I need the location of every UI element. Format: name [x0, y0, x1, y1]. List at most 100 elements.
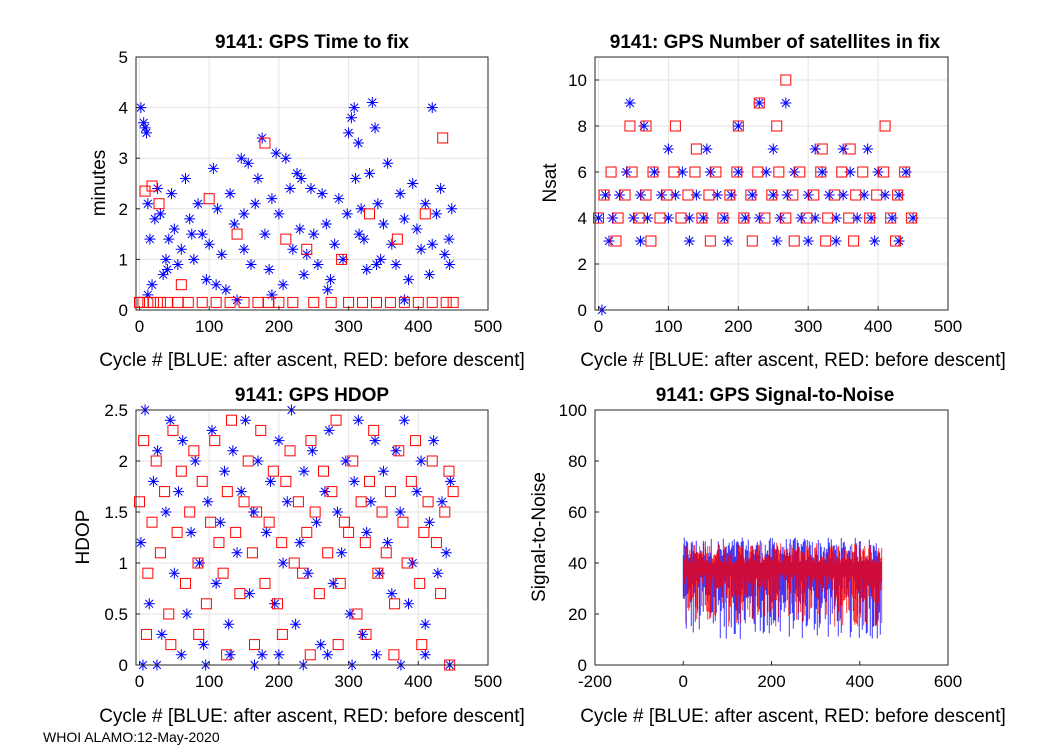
data-point-square [419, 208, 431, 220]
data-point-asterisk [290, 618, 302, 630]
data-point-square [696, 212, 708, 224]
data-point-square [276, 537, 288, 549]
y-axis-label: Nsat [540, 163, 561, 203]
x-tick-label: 400 [864, 317, 892, 336]
data-point-asterisk [907, 212, 919, 224]
data-point-square [305, 435, 317, 447]
data-point-square [205, 516, 217, 528]
data-point-square [287, 296, 299, 308]
data-point-asterisk [361, 264, 373, 276]
data-point-square [203, 193, 215, 205]
data-point-asterisk [142, 289, 154, 301]
y-tick-label: 80 [568, 452, 587, 471]
data-point-asterisk [394, 188, 406, 200]
data-point-square [836, 166, 848, 178]
data-point-asterisk [185, 526, 197, 538]
data-point-asterisk [634, 189, 646, 201]
data-point-square [437, 132, 449, 144]
data-point-square [224, 296, 236, 308]
data-point-asterisk [172, 258, 184, 270]
data-point-square [745, 189, 757, 201]
data-point-square [248, 639, 260, 651]
data-point-asterisk [440, 547, 452, 559]
data-point-asterisk [620, 166, 632, 178]
data-point-square [788, 235, 800, 247]
data-point-asterisk [823, 189, 835, 201]
data-point-square [165, 639, 177, 651]
data-point-asterisk [377, 218, 389, 230]
data-point-square [426, 455, 438, 467]
data-point-asterisk [802, 189, 814, 201]
data-point-asterisk [893, 189, 905, 201]
data-point-square [738, 212, 750, 224]
data-point-square [301, 526, 313, 538]
data-point-square [780, 212, 792, 224]
data-point-square [447, 296, 459, 308]
data-point-square [592, 212, 604, 224]
data-point-square [398, 296, 410, 308]
data-point-square [669, 120, 681, 132]
data-point-square [871, 189, 883, 201]
data-point-square [309, 506, 321, 518]
data-point-square [384, 296, 396, 308]
data-point-square [391, 233, 403, 245]
y-tick-label: 2 [578, 255, 587, 274]
data-point-square [276, 628, 288, 640]
data-point-asterisk [606, 212, 618, 224]
chart-title: 9141: GPS Time to fix [215, 32, 409, 53]
data-point-asterisk [144, 233, 156, 245]
data-point-asterisk [157, 269, 169, 281]
data-point-square [163, 608, 175, 620]
data-point-asterisk [872, 166, 884, 178]
data-point-asterisk [683, 235, 695, 247]
y-tick-label: 5 [119, 48, 128, 67]
data-point-asterisk [386, 238, 398, 250]
data-point-asterisk [206, 424, 218, 436]
data-point-square [633, 212, 645, 224]
data-point-square [142, 567, 154, 579]
data-point-square [401, 557, 413, 569]
data-point-square [878, 166, 890, 178]
y-tick-label: 1.5 [104, 503, 128, 522]
data-point-square [159, 486, 171, 498]
x-tick-label: 100 [195, 672, 223, 691]
y-tick-label: 0 [119, 301, 128, 320]
data-point-asterisk [203, 238, 215, 250]
data-point-asterisk [444, 475, 456, 487]
data-point-square [154, 547, 166, 559]
data-point-square [759, 212, 771, 224]
y-tick-label: 2 [119, 200, 128, 219]
data-point-asterisk [701, 143, 713, 155]
data-point-square [422, 496, 434, 508]
data-point-asterisk [146, 279, 158, 291]
data-point-square [347, 455, 359, 467]
data-point-square [238, 496, 250, 508]
tick-labels: 0 100 200 300 400 500 0 0.5 1 1.5 2 2.5 [104, 401, 502, 691]
data-point-asterisk [220, 284, 232, 296]
data-point-asterisk [676, 166, 688, 178]
data-point-asterisk [394, 506, 406, 518]
data-point-asterisk [382, 537, 394, 549]
data-point-asterisk [154, 208, 166, 220]
grid [136, 56, 489, 311]
data-point-square [675, 212, 687, 224]
data-point-square [343, 526, 355, 538]
data-point-asterisk [147, 475, 159, 487]
x-axis-label: Cycle # [BLUE: after ascent, RED: before… [99, 706, 525, 727]
data-point-asterisk [173, 486, 185, 498]
data-point-square [389, 598, 401, 610]
data-point-asterisk [138, 117, 150, 129]
data-point-asterisk [648, 166, 660, 178]
data-point-square [188, 445, 200, 457]
data-point-square [238, 296, 250, 308]
data-point-asterisk [273, 208, 285, 220]
data-point-asterisk [830, 235, 842, 247]
axes-frame [135, 56, 489, 311]
data-point-asterisk [844, 166, 856, 178]
x-tick-label: 500 [474, 317, 502, 336]
data-point-asterisk [273, 649, 285, 661]
data-point-square [133, 496, 145, 508]
data-point-asterisk [627, 212, 639, 224]
